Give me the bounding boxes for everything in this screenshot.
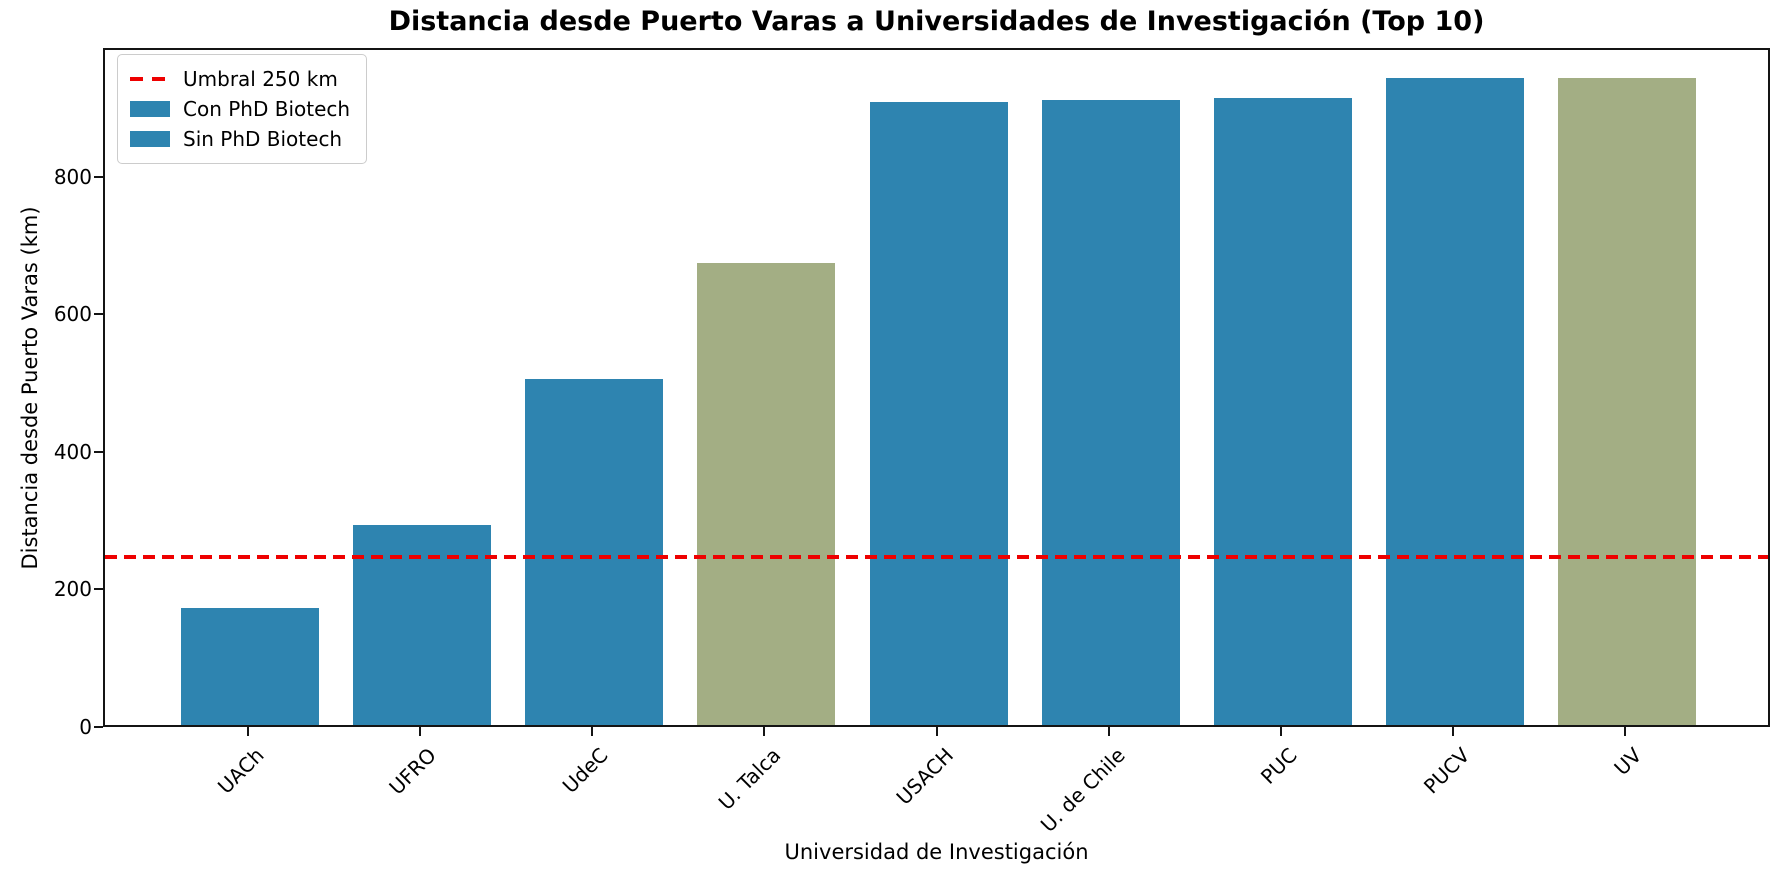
- plot-area: Umbral 250 km Con PhD Biotech Sin PhD Biot…: [103, 48, 1770, 727]
- x-tick-mark: [1108, 727, 1110, 736]
- legend-color-patch: [130, 101, 170, 117]
- y-tick-label-800: 800: [53, 165, 92, 189]
- x-tick-label-pucv: PUCV: [1418, 743, 1474, 799]
- chart-title: Distancia desde Puerto Varas a Universid…: [388, 6, 1485, 37]
- legend-color-patch: [130, 131, 170, 147]
- y-axis-label: Distancia desde Puerto Varas (km): [18, 206, 42, 570]
- x-tick-label-puc: PUC: [1256, 743, 1302, 789]
- y-tick-label-0: 0: [79, 715, 92, 739]
- y-tick-label-200: 200: [53, 577, 92, 601]
- x-tick-label-u-talca: U. Talca: [713, 743, 785, 815]
- bar-pucv: [1386, 78, 1524, 725]
- x-tick-mark: [591, 727, 593, 736]
- bar-uach: [181, 608, 319, 725]
- x-tick-label-ufro: UFRO: [384, 743, 441, 800]
- legend-label: Con PhD Biotech: [183, 97, 351, 121]
- x-tick-label-uv: UV: [1608, 743, 1646, 781]
- y-tick-mark: [94, 588, 103, 590]
- legend-row-con-phd-biotech: Con PhD Biotech: [130, 94, 350, 124]
- x-tick-mark: [247, 727, 249, 736]
- bar-uv: [1558, 78, 1696, 725]
- x-tick-mark: [1452, 727, 1454, 736]
- x-tick-mark: [936, 727, 938, 736]
- x-tick-mark: [1280, 727, 1282, 736]
- bar-u-talca: [697, 263, 835, 725]
- x-tick-label-usach: USACH: [891, 743, 958, 810]
- legend-row-sin-phd-biotech: Sin PhD Biotech: [130, 124, 350, 154]
- legend-rows: Umbral 250 km Con PhD Biotech Sin PhD Biot…: [130, 64, 350, 154]
- y-tick-mark: [94, 451, 103, 453]
- legend: Umbral 250 km Con PhD Biotech Sin PhD Biot…: [117, 54, 368, 164]
- x-tick-mark: [1624, 727, 1626, 736]
- y-tick-label-400: 400: [53, 440, 92, 464]
- legend-label: Sin PhD Biotech: [183, 127, 343, 151]
- x-tick-label-uach: UACh: [213, 743, 269, 799]
- bar-puc: [1214, 98, 1352, 725]
- legend-label: Umbral 250 km: [183, 67, 338, 91]
- y-tick-label-600: 600: [53, 302, 92, 326]
- bar-usach: [870, 102, 1008, 725]
- legend-row-umbral-250-km: Umbral 250 km: [130, 64, 350, 94]
- x-tick-label-udec: UdeC: [558, 743, 613, 798]
- x-axis-label: Universidad de Investigación: [784, 840, 1089, 864]
- x-tick-mark: [763, 727, 765, 736]
- bar-udec: [525, 379, 663, 725]
- threshold-line: [105, 555, 1768, 559]
- bar-u-de-chile: [1042, 100, 1180, 725]
- y-tick-mark: [94, 176, 103, 178]
- x-tick-mark: [419, 727, 421, 736]
- x-tick-label-u-de-chile: U. de Chile: [1036, 743, 1130, 837]
- y-tick-mark: [94, 726, 103, 728]
- y-tick-mark: [94, 313, 103, 315]
- legend-dashed-line-sample: [130, 77, 170, 81]
